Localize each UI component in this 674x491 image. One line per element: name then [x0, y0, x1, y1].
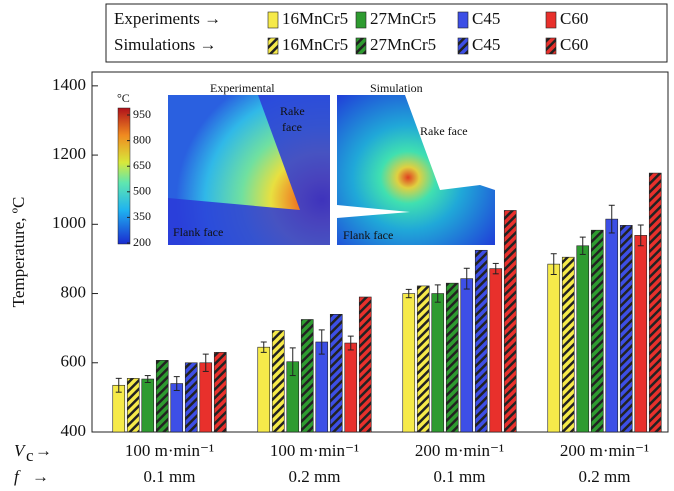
- bar: [200, 363, 212, 432]
- colorbar-unit: °C: [117, 91, 130, 105]
- bar: [475, 250, 487, 432]
- inset-title: Simulation: [370, 81, 423, 95]
- colorbar-tick-label: 950: [133, 107, 151, 121]
- x-tick-label: 200 m·min⁻¹: [560, 441, 649, 460]
- bar: [548, 264, 560, 432]
- bar: [620, 225, 632, 432]
- inset-label: Flank face: [343, 228, 393, 242]
- x-tick-label: 0.1 mm: [144, 467, 196, 486]
- bar: [461, 279, 473, 432]
- legend-label: C60: [560, 35, 588, 54]
- bar: [577, 246, 589, 432]
- legend-swatch: [458, 12, 468, 28]
- y-tick-label: 1200: [52, 144, 86, 163]
- bar: [562, 257, 574, 432]
- x-tick-label: 100 m·min⁻¹: [125, 441, 214, 460]
- inset-label: Rake: [280, 104, 305, 118]
- bar: [316, 342, 328, 432]
- legend-swatch: [356, 38, 366, 54]
- y-tick-label: 600: [61, 352, 87, 371]
- inset-label: Rake face: [420, 124, 468, 138]
- inset-label: Flank face: [173, 225, 223, 239]
- bar: [417, 286, 429, 432]
- bar: [258, 347, 270, 432]
- legend-swatch: [546, 12, 556, 28]
- bar: [301, 320, 313, 433]
- legend-row-label: Experiments →: [114, 9, 221, 28]
- legend-label: 27MnCr5: [370, 35, 436, 54]
- bar: [127, 378, 139, 432]
- bar: [446, 283, 458, 432]
- legend-label: 16MnCr5: [282, 9, 348, 28]
- bar: [504, 210, 516, 432]
- x-row-sub: c: [26, 446, 34, 465]
- x-row-arrow: →: [35, 441, 52, 460]
- legend-label: C45: [472, 35, 500, 54]
- y-axis-label: Temperature, ºC: [9, 197, 28, 308]
- legend-swatch: [356, 12, 366, 28]
- colorbar: [118, 108, 130, 244]
- legend-label: C60: [560, 9, 588, 28]
- legend-swatch: [546, 38, 556, 54]
- x-tick-label: 200 m·min⁻¹: [415, 441, 504, 460]
- bar: [185, 363, 197, 432]
- bar: [214, 352, 226, 432]
- bar: [635, 235, 647, 432]
- x-tick-label: 0.1 mm: [434, 467, 486, 486]
- legend-swatch: [458, 38, 468, 54]
- y-tick-label: 1400: [52, 75, 86, 94]
- y-tick-label: 800: [61, 282, 87, 301]
- bar: [591, 230, 603, 432]
- legend-label: 16MnCr5: [282, 35, 348, 54]
- legend-row-label: Simulations →: [114, 35, 216, 54]
- bar: [649, 173, 661, 432]
- bar: [606, 219, 618, 432]
- colorbar-tick-label: 800: [133, 132, 151, 146]
- chart: Experimental Simulation °C Rake face Fla…: [0, 0, 674, 491]
- inset-title: Experimental: [210, 81, 275, 95]
- colorbar-tick-label: 650: [133, 158, 151, 172]
- bar: [359, 297, 371, 432]
- y-tick-label: 1000: [52, 213, 86, 232]
- colorbar-tick-label: 500: [133, 184, 151, 198]
- x-row-label: f: [14, 467, 21, 486]
- x-row-arrow: →: [32, 467, 49, 486]
- bar: [345, 343, 357, 432]
- bar: [403, 294, 415, 432]
- x-tick-label: 100 m·min⁻¹: [270, 441, 359, 460]
- bar: [156, 360, 168, 432]
- legend-label: C45: [472, 9, 500, 28]
- bar: [490, 269, 502, 432]
- y-tick-label: 400: [61, 421, 87, 440]
- legend-label: 27MnCr5: [370, 9, 436, 28]
- bar: [330, 314, 342, 432]
- inset-label: face: [282, 120, 302, 134]
- bar: [142, 379, 154, 432]
- legend-swatch: [268, 12, 278, 28]
- inset: Experimental Simulation °C Rake face Fla…: [117, 81, 495, 245]
- x-tick-label: 0.2 mm: [579, 467, 631, 486]
- legend-swatch: [268, 38, 278, 54]
- colorbar-tick-label: 350: [133, 209, 151, 223]
- bar: [432, 294, 444, 432]
- bar: [272, 331, 284, 432]
- x-tick-label: 0.2 mm: [289, 467, 341, 486]
- colorbar-tick-label: 200: [133, 235, 151, 249]
